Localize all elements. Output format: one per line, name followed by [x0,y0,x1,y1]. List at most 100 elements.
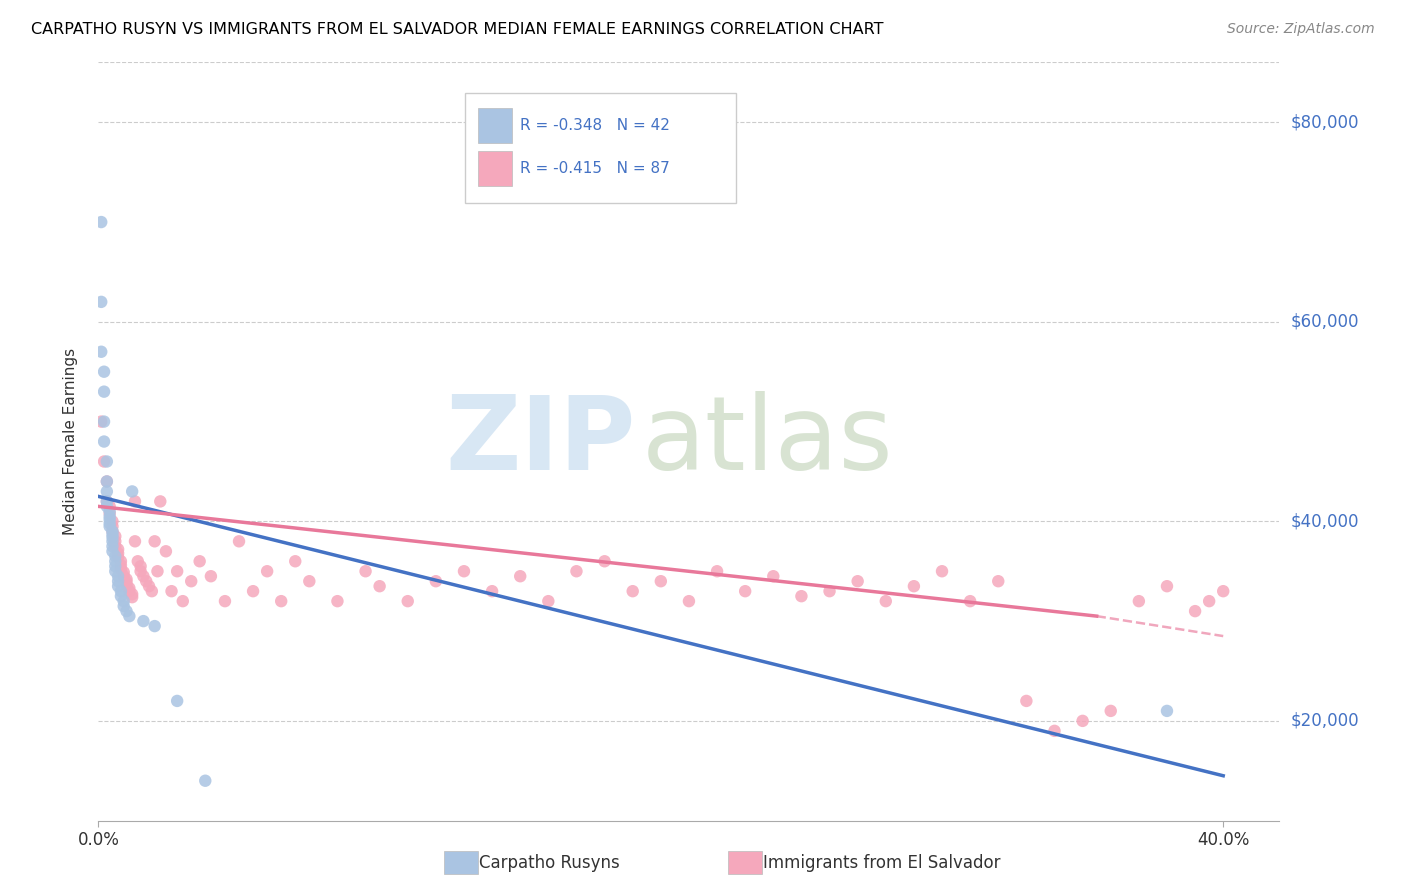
Point [1156,704,1178,718]
Point [112,566,135,580]
Point [678,594,700,608]
Text: $20,000: $20,000 [1291,712,1360,730]
Point [118,581,141,595]
Point [425,574,447,589]
Point [98,507,121,521]
Point [453,564,475,578]
Point [214,594,236,608]
Point [987,574,1010,589]
Point [98,519,121,533]
Point [93,415,115,429]
Point [180,574,202,589]
Point [132,614,155,628]
Point [146,564,169,578]
Point [101,527,124,541]
Point [1015,694,1038,708]
Point [141,584,163,599]
Point [112,594,135,608]
Point [101,544,124,558]
Point [138,579,160,593]
Point [110,562,132,576]
Point [298,574,321,589]
Text: Carpatho Rusyns: Carpatho Rusyns [479,854,620,871]
Point [354,564,377,578]
FancyBboxPatch shape [478,108,512,143]
Point [846,574,869,589]
Point [98,509,121,524]
Point [96,475,118,489]
Point [127,554,149,568]
Text: Immigrants from El Salvador: Immigrants from El Salvador [763,854,1001,871]
Point [284,554,307,568]
Point [537,594,560,608]
Point [121,590,143,604]
Point [903,579,925,593]
Point [104,559,127,574]
Point [734,584,756,599]
Point [124,534,146,549]
Point [98,516,121,531]
Point [110,589,132,603]
Point [1099,704,1122,718]
Point [1043,723,1066,738]
Point [135,574,157,589]
Point [110,554,132,568]
Point [96,494,118,508]
Point [593,554,616,568]
Point [101,524,124,539]
Point [194,773,217,788]
Point [101,530,124,544]
Point [115,572,138,586]
Point [326,594,349,608]
Point [96,484,118,499]
Point [143,619,166,633]
Point [115,604,138,618]
Point [132,569,155,583]
Point [188,554,211,568]
FancyBboxPatch shape [478,151,512,186]
Point [256,564,278,578]
Point [93,434,115,449]
Point [90,215,112,229]
Point [104,529,127,543]
Point [621,584,644,599]
Point [565,564,588,578]
Point [101,534,124,549]
Point [93,454,115,468]
Text: $80,000: $80,000 [1291,113,1360,131]
Y-axis label: Median Female Earnings: Median Female Earnings [63,348,77,535]
Point [1128,594,1150,608]
Point [1184,604,1206,618]
Point [98,504,121,518]
Point [112,569,135,583]
Point [104,564,127,578]
Point [93,365,115,379]
FancyBboxPatch shape [464,93,737,202]
Point [107,542,129,557]
Point [90,344,112,359]
Point [706,564,728,578]
Point [160,584,183,599]
Point [98,500,121,514]
Point [166,694,188,708]
Point [101,539,124,553]
Point [228,534,250,549]
Point [172,594,194,608]
Point [107,546,129,560]
Point [129,559,152,574]
Point [121,587,143,601]
Point [112,599,135,614]
Point [118,609,141,624]
Point [90,415,112,429]
Text: R = -0.348   N = 42: R = -0.348 N = 42 [520,118,669,133]
Text: CARPATHO RUSYN VS IMMIGRANTS FROM EL SALVADOR MEDIAN FEMALE EARNINGS CORRELATION: CARPATHO RUSYN VS IMMIGRANTS FROM EL SAL… [31,22,883,37]
Point [96,454,118,468]
Point [107,550,129,565]
Point [110,558,132,573]
Text: $40,000: $40,000 [1291,512,1360,531]
Point [96,475,118,489]
Point [242,584,264,599]
Point [104,539,127,553]
Point [166,564,188,578]
Point [101,519,124,533]
